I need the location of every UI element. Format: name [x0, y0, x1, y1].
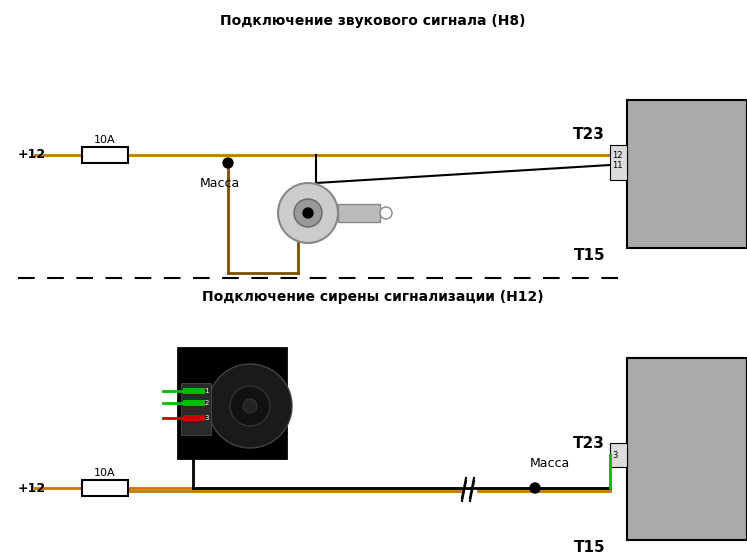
Bar	[183, 415, 205, 421]
Text: Подключение сирены сигнализации (Н12): Подключение сирены сигнализации (Н12)	[202, 290, 544, 304]
Text: 10A: 10A	[94, 468, 116, 478]
Text: 12: 12	[612, 150, 622, 159]
Text: Масса: Масса	[200, 177, 240, 190]
Bar	[183, 388, 205, 394]
Text: Т23: Т23	[573, 436, 605, 451]
Bar	[181, 383, 211, 435]
Text: Масса: Масса	[530, 457, 570, 470]
Circle shape	[278, 183, 338, 243]
Circle shape	[223, 158, 233, 168]
Text: Подключение звукового сигнала (Н8): Подключение звукового сигнала (Н8)	[220, 14, 526, 28]
Bar	[338, 204, 380, 222]
Bar	[610, 443, 627, 467]
Text: Т23: Т23	[573, 127, 605, 142]
Circle shape	[530, 483, 540, 493]
Circle shape	[243, 399, 257, 413]
Bar	[610, 145, 627, 180]
Text: 3: 3	[205, 415, 209, 421]
Bar	[627, 358, 747, 540]
Text: 3: 3	[612, 451, 617, 460]
Text: 2: 2	[205, 400, 209, 406]
Bar	[183, 400, 205, 406]
Bar	[178, 348, 286, 458]
Circle shape	[208, 364, 292, 448]
Text: Т15: Т15	[574, 248, 605, 263]
Circle shape	[380, 207, 392, 219]
Circle shape	[303, 208, 313, 218]
Circle shape	[230, 386, 270, 426]
Text: 11: 11	[612, 160, 622, 169]
Bar	[82, 480, 128, 496]
Text: +12: +12	[18, 149, 46, 162]
Text: +12: +12	[18, 481, 46, 495]
Bar	[627, 100, 747, 248]
Bar	[82, 147, 128, 163]
Text: Т15: Т15	[574, 540, 605, 555]
Text: 1: 1	[205, 388, 209, 394]
Text: 10A: 10A	[94, 135, 116, 145]
Circle shape	[294, 199, 322, 227]
